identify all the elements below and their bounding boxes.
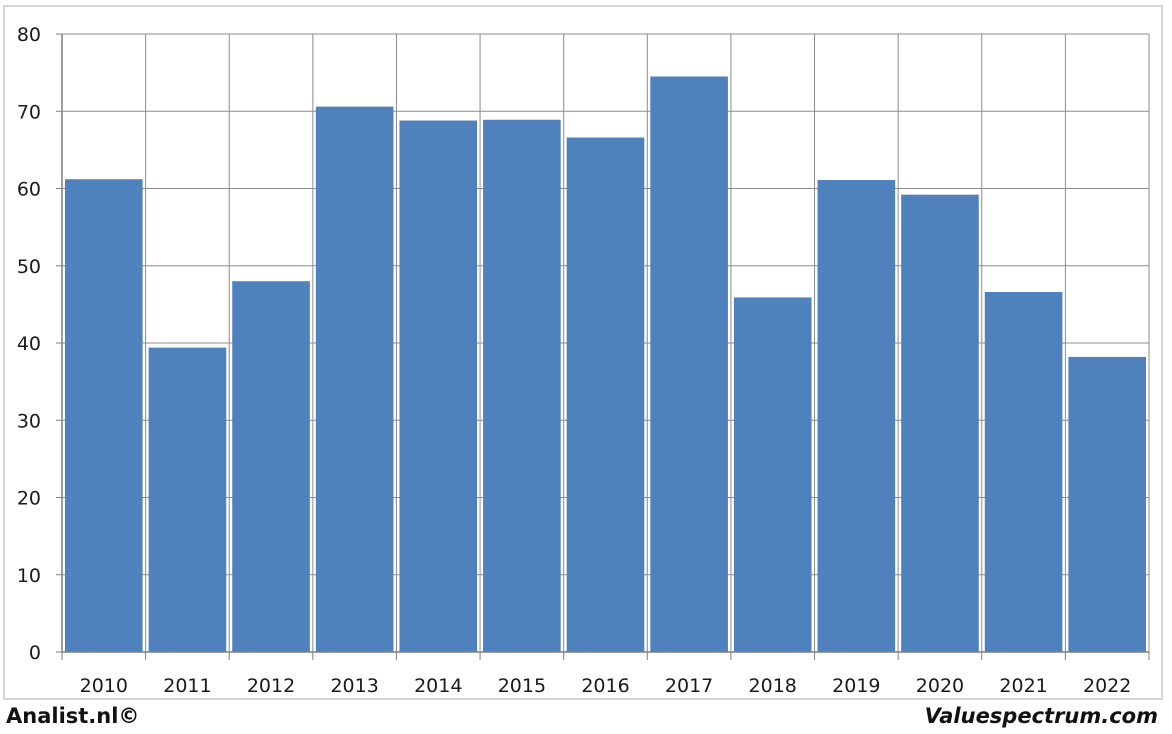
x-tick-label: 2020 — [916, 675, 964, 697]
axes — [56, 33, 1150, 660]
y-tick-label: 50 — [17, 256, 41, 278]
x-tick-label: 2017 — [665, 675, 713, 697]
x-tick-label: 2019 — [832, 675, 880, 697]
y-tick-label: 30 — [17, 410, 41, 432]
y-tick-label: 60 — [17, 179, 41, 201]
y-tick-label: 10 — [17, 565, 41, 587]
bar-2022 — [1068, 356, 1146, 652]
bar-2010 — [65, 179, 143, 653]
x-tick-label: 2013 — [330, 675, 378, 697]
y-tick-label: 20 — [17, 488, 41, 510]
x-tick-label: 2011 — [163, 675, 211, 697]
bar-2019 — [817, 180, 896, 652]
bar-2012 — [232, 281, 310, 652]
x-tick-label: 2022 — [1083, 675, 1131, 697]
x-tick-label: 2010 — [80, 675, 128, 697]
x-tick-label: 2018 — [749, 675, 797, 697]
bar-2011 — [148, 347, 227, 652]
bar-2014 — [399, 120, 478, 652]
bar-2018 — [733, 297, 812, 652]
x-tick-label: 2016 — [581, 675, 629, 697]
bar-2013 — [315, 106, 394, 653]
bar-2020 — [901, 194, 979, 652]
y-tick-labels: 0 10 20 30 40 50 60 70 80 — [17, 24, 41, 664]
x-tick-label: 2015 — [498, 675, 546, 697]
x-tick-label: 2014 — [414, 675, 462, 697]
bars — [65, 76, 1146, 653]
x-tick-label: 2021 — [999, 675, 1047, 697]
x-tick-labels: 2010 2011 2012 2013 2014 2015 2016 2017 2018 2019… — [80, 675, 1132, 697]
y-tick-label: 80 — [17, 24, 41, 46]
y-tick-label: 0 — [29, 642, 41, 664]
source-credit-right: Valuespectrum.com — [924, 704, 1158, 728]
bar-2021 — [984, 292, 1063, 652]
y-tick-label: 40 — [17, 333, 41, 355]
bar-2016 — [566, 137, 645, 652]
source-credit-left: Analist.nl© — [6, 704, 140, 728]
x-tick-label: 2012 — [247, 675, 295, 697]
bar-2017 — [650, 76, 728, 653]
y-tick-label: 70 — [17, 101, 41, 123]
bar-2015 — [483, 119, 561, 652]
